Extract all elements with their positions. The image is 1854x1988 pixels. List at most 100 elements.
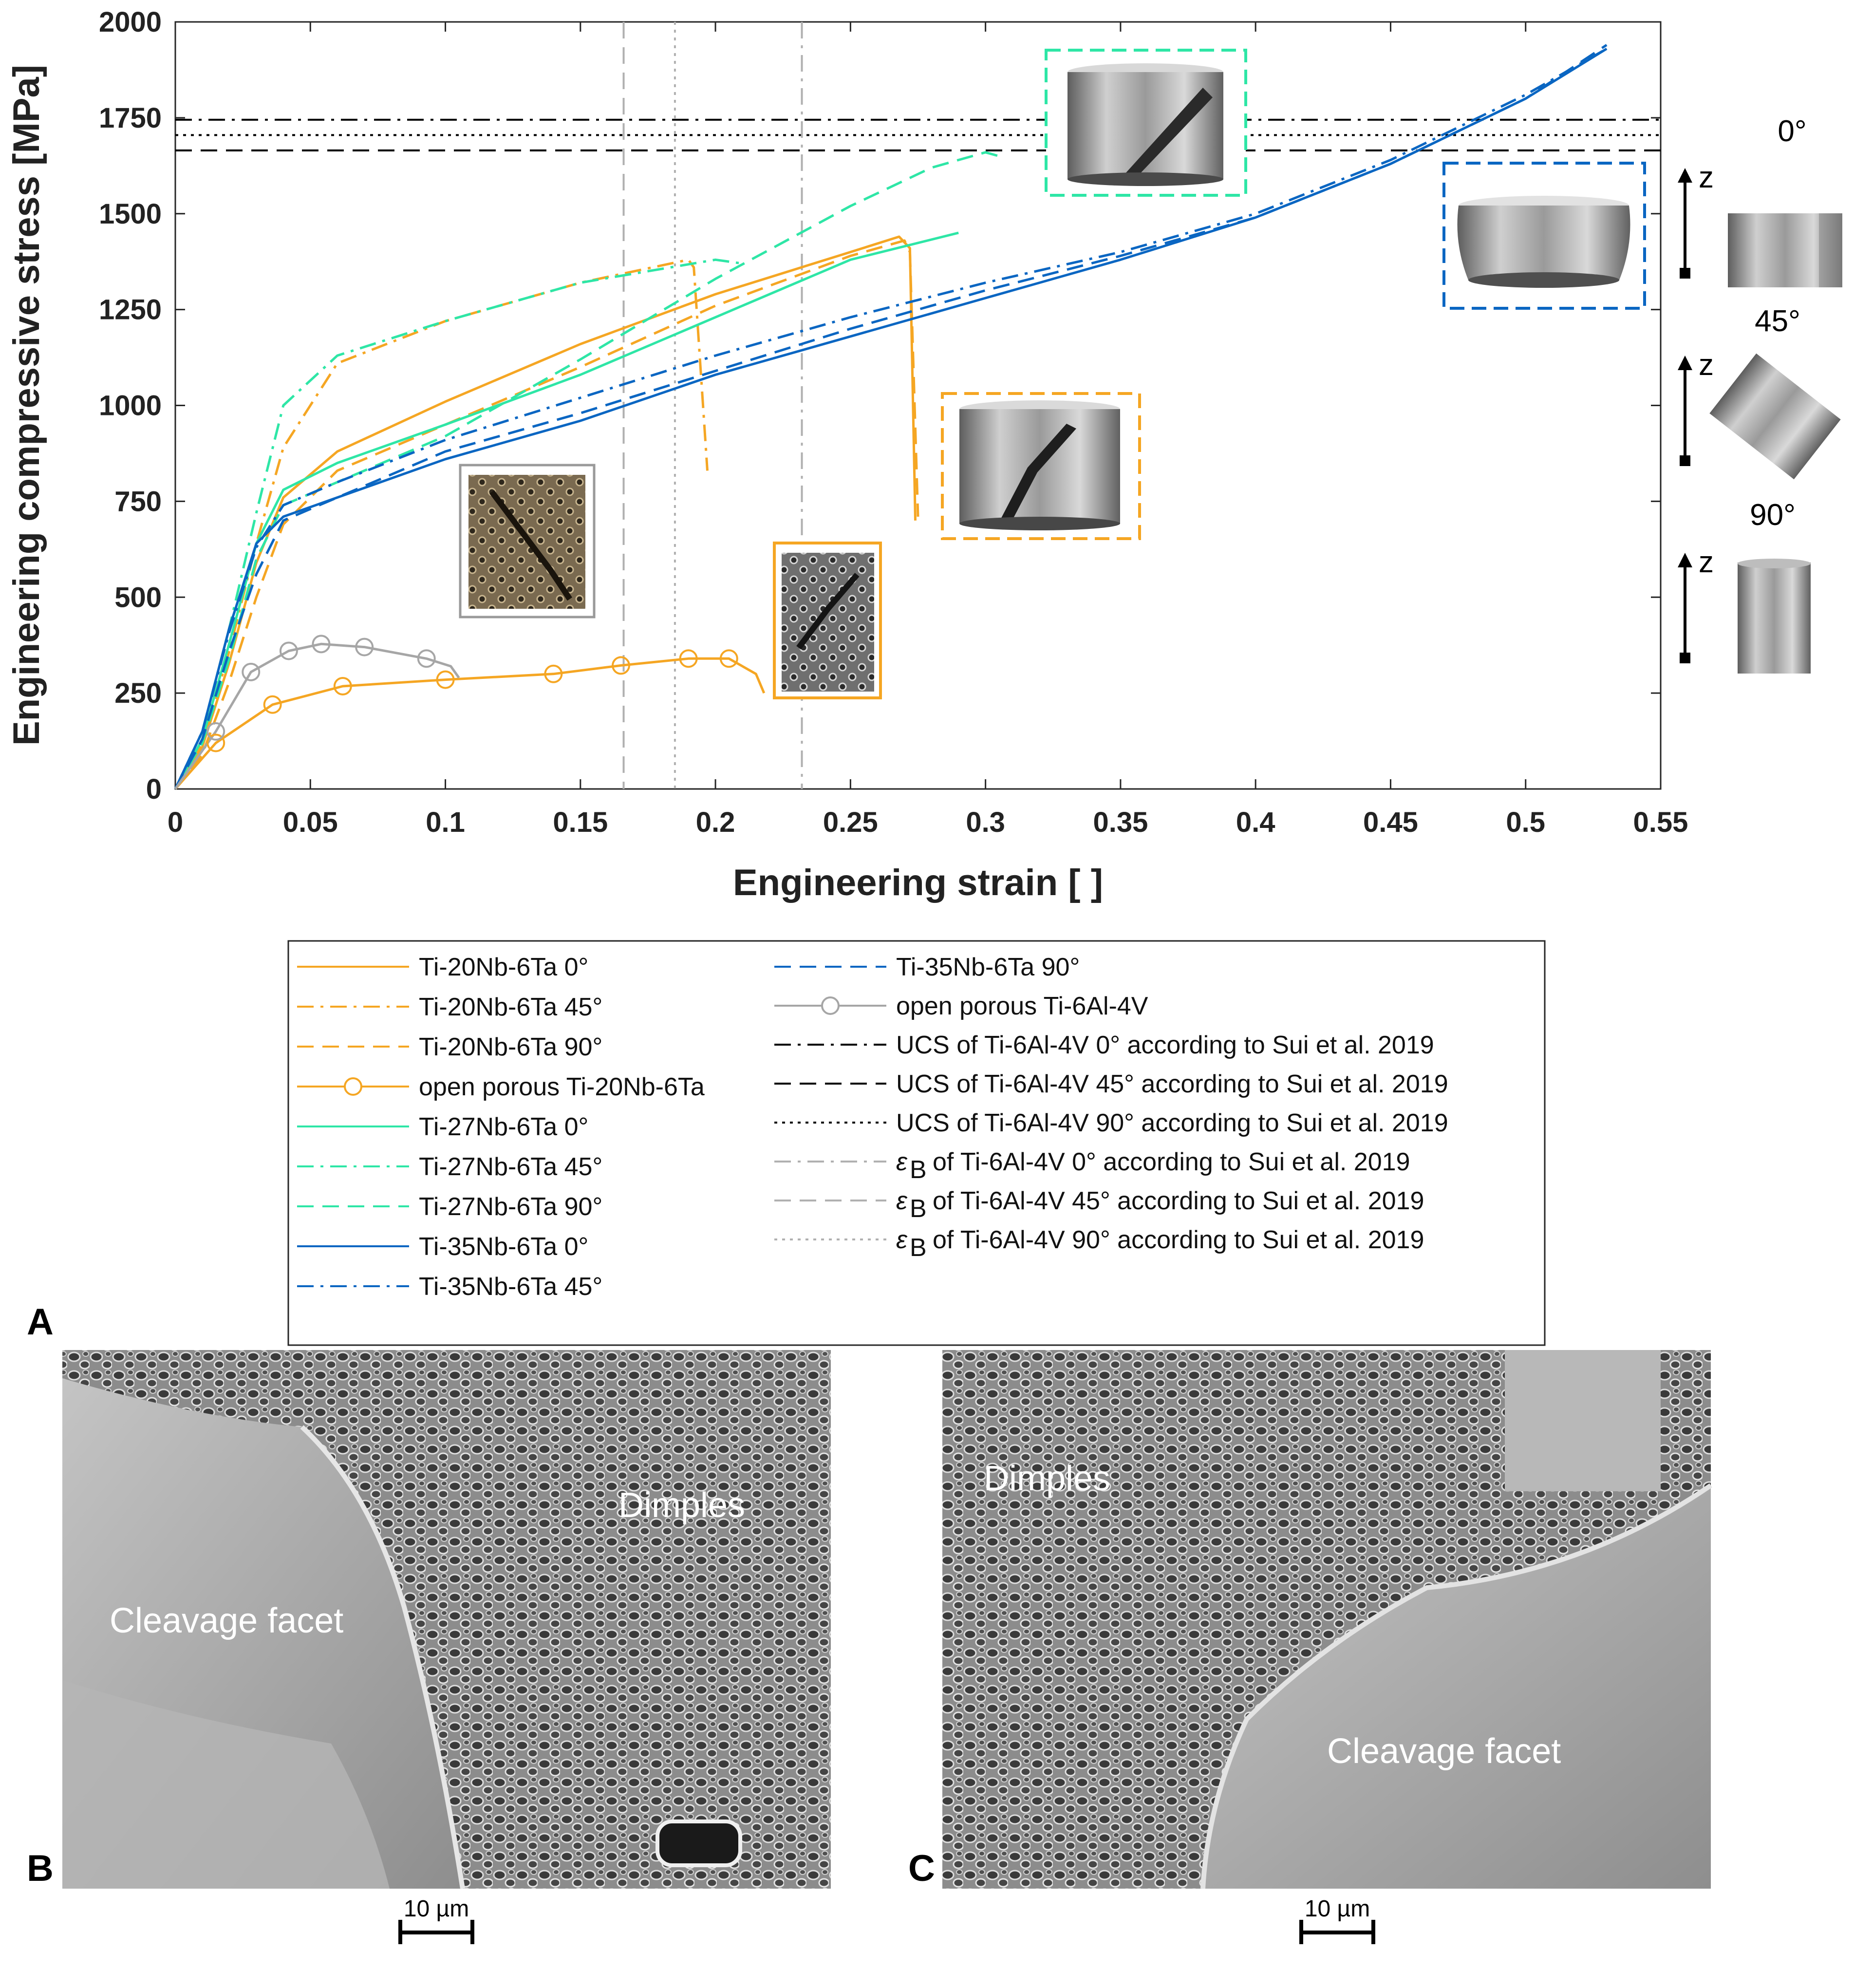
z-arrow-45: z bbox=[1678, 348, 1714, 466]
legend-entry-ti-35nb-6ta-0: Ti-35Nb-6Ta 0° bbox=[297, 1233, 588, 1261]
sem-image-c: Dimples Cleavage facet bbox=[942, 1350, 1712, 1889]
legend-label: of Ti-6Al-4V 90° according to Sui et al.… bbox=[933, 1226, 1424, 1254]
cylinder-0deg bbox=[1728, 213, 1842, 287]
legend-entry-ucs-of-ti-6al-4v-90-according-to-sui-et-al-2019: UCS of Ti-6Al-4V 90° according to Sui et… bbox=[774, 1109, 1448, 1137]
sem-c-dimples-label: Dimples bbox=[984, 1459, 1110, 1498]
sem-c-facet-label: Cleavage facet bbox=[1327, 1732, 1561, 1771]
legend-label: open porous Ti-20Nb-6Ta bbox=[419, 1073, 705, 1101]
y-tick-label: 750 bbox=[114, 486, 162, 517]
marker-open-porous-ti-20nb-6ta bbox=[206, 733, 225, 752]
marker-open-porous-ti-20nb-6ta bbox=[263, 695, 282, 714]
orientation-key: 0° z 45° z 90° z bbox=[1678, 114, 1842, 674]
legend-label: Ti-20Nb-6Ta 0° bbox=[419, 953, 588, 981]
x-tick-label: 0.45 bbox=[1363, 806, 1418, 838]
x-tick-label: 0.55 bbox=[1633, 806, 1688, 838]
inset-photo-ti20nb-fractured bbox=[941, 392, 1141, 540]
legend-box bbox=[287, 940, 1546, 1346]
angle-45-label: 45° bbox=[1755, 304, 1800, 338]
x-tick-label: 0.2 bbox=[696, 806, 735, 838]
legend-entry-open-porous-ti-6al-4v: open porous Ti-6Al-4V bbox=[774, 992, 1148, 1020]
legend-label: UCS of Ti-6Al-4V 90° according to Sui et… bbox=[896, 1109, 1448, 1137]
series-ti-27nb-6ta-0 bbox=[174, 231, 959, 790]
marker-open-porous-ti-20nb-6ta bbox=[612, 656, 630, 675]
data-markers bbox=[206, 635, 738, 752]
marker-open-porous-ti-6al-4v bbox=[279, 641, 298, 660]
panel-label-a: A bbox=[27, 1301, 54, 1343]
x-tick-label: 0.4 bbox=[1236, 806, 1275, 838]
z-axis-label-45: z bbox=[1699, 348, 1714, 382]
marker-open-porous-ti-6al-4v bbox=[242, 662, 261, 681]
angle-90-label: 90° bbox=[1750, 498, 1796, 532]
legend-label: Ti-20Nb-6Ta 45° bbox=[419, 993, 602, 1021]
stress-strain-plot: 0 0.05 0.1 0.15 0.2 0.25 0.3 0.35 0.4 0.45 0.5 0.55… bbox=[6, 6, 1688, 903]
z-axis-label-90: z bbox=[1699, 545, 1714, 579]
marker-open-porous-ti-6al-4v bbox=[312, 635, 331, 654]
y-tick-labels: 0 250 500 750 1000 1250 1500 1750 2000 bbox=[99, 6, 162, 805]
cylinder-90deg bbox=[1738, 559, 1811, 674]
z-arrow-0: z bbox=[1678, 161, 1714, 279]
legend-label: Ti-27Nb-6Ta 45° bbox=[419, 1153, 602, 1181]
legend-entry-open-porous-ti-20nb-6ta: open porous Ti-20Nb-6Ta bbox=[297, 1073, 705, 1101]
legend-subscript: B bbox=[910, 1234, 927, 1262]
sem-b-facet-label: Cleavage facet bbox=[110, 1601, 343, 1640]
marker-open-porous-ti-6al-4v bbox=[206, 722, 225, 741]
legend-label: of Ti-6Al-4V 0° according to Sui et al. … bbox=[933, 1148, 1410, 1176]
x-tick-label: 0.3 bbox=[966, 806, 1005, 838]
panel-label-b: B bbox=[27, 1848, 54, 1889]
sem-image-b: Dimples Cleavage facet bbox=[62, 1350, 831, 1889]
marker-open-porous-ti-20nb-6ta bbox=[679, 649, 698, 668]
cylinder-45deg bbox=[1709, 353, 1841, 480]
y-tick-label: 2000 bbox=[99, 6, 162, 38]
y-tick-label: 1500 bbox=[99, 198, 162, 230]
x-tick-label: 0.15 bbox=[553, 806, 608, 838]
legend-entry-ti-27nb-6ta-0: Ti-27Nb-6Ta 0° bbox=[297, 1113, 588, 1141]
inset-photo-porous-ti6al4v bbox=[459, 464, 596, 619]
x-tick-label: 0.5 bbox=[1506, 806, 1545, 838]
legend-subscript: B bbox=[910, 1195, 927, 1223]
legend-entry-ucs-of-ti-6al-4v-0-according-to-sui-et-al-2019: UCS of Ti-6Al-4V 0° according to Sui et … bbox=[774, 1031, 1434, 1059]
legend-entry-ti-35nb-6ta-90: Ti-35Nb-6Ta 90° bbox=[774, 953, 1080, 981]
inset-photo-ti27nb-fractured bbox=[1045, 49, 1247, 197]
y-tick-label: 1000 bbox=[99, 390, 162, 422]
marker-open-porous-ti-20nb-6ta bbox=[544, 664, 563, 683]
data-series bbox=[174, 44, 1608, 790]
legend-label: Ti-35Nb-6Ta 45° bbox=[419, 1273, 602, 1301]
legend-label: Ti-27Nb-6Ta 90° bbox=[419, 1193, 602, 1221]
scale-label-b: 10 µm bbox=[404, 1896, 469, 1922]
legend-label: Ti-27Nb-6Ta 0° bbox=[419, 1113, 588, 1141]
legend-entry-ti-35nb-6ta-45: Ti-35Nb-6Ta 45° bbox=[297, 1273, 602, 1301]
legend-symbol: ε bbox=[896, 1148, 908, 1176]
legend-entry-ti-20nb-6ta-90: Ti-20Nb-6Ta 90° bbox=[297, 1033, 602, 1061]
legend-marker bbox=[821, 996, 840, 1015]
plot-frame bbox=[174, 21, 1662, 790]
legend-entry-ti-27nb-6ta-45: Ti-27Nb-6Ta 45° bbox=[297, 1153, 602, 1181]
y-tick-label: 1250 bbox=[99, 294, 162, 326]
scale-bar-b: 10 µm bbox=[398, 1896, 474, 1944]
x-tick-label: 0.05 bbox=[283, 806, 338, 838]
scale-label-c: 10 µm bbox=[1305, 1896, 1370, 1922]
legend-label: Ti-35Nb-6Ta 90° bbox=[896, 953, 1080, 981]
x-tick-labels: 0 0.05 0.1 0.15 0.2 0.25 0.3 0.35 0.4 0.45 0.5 0.55 bbox=[168, 806, 1688, 838]
series-ti-27nb-6ta-90 bbox=[174, 151, 1000, 790]
y-axis-label: Engineering compressive stress [MPa] bbox=[6, 65, 47, 746]
series-open-porous-ti-6al-4v bbox=[174, 642, 460, 790]
legend-label: open porous Ti-6Al-4V bbox=[896, 992, 1148, 1020]
y-tick-label: 0 bbox=[146, 773, 162, 805]
x-tick-label: 0.25 bbox=[823, 806, 878, 838]
series-ti-20nb-6ta-45 bbox=[174, 258, 709, 790]
legend-entry-ucs-of-ti-6al-4v-45-according-to-sui-et-al-2019: UCS of Ti-6Al-4V 45° according to Sui et… bbox=[774, 1070, 1448, 1098]
x-tick-label: 0.35 bbox=[1093, 806, 1148, 838]
legend-entry-ti-20nb-6ta-45: Ti-20Nb-6Ta 45° bbox=[297, 993, 602, 1021]
legend-subscript: B bbox=[910, 1156, 927, 1184]
series-ti-27nb-6ta-45 bbox=[174, 258, 743, 790]
legend-label: UCS of Ti-6Al-4V 0° according to Sui et … bbox=[896, 1031, 1434, 1059]
legend-marker bbox=[344, 1077, 362, 1096]
sem-b-dimples-label: Dimples bbox=[618, 1486, 745, 1525]
legend-label: UCS of Ti-6Al-4V 45° according to Sui et… bbox=[896, 1070, 1448, 1098]
legend-label: Ti-20Nb-6Ta 90° bbox=[419, 1033, 602, 1061]
x-tick-label: 0.1 bbox=[426, 806, 465, 838]
